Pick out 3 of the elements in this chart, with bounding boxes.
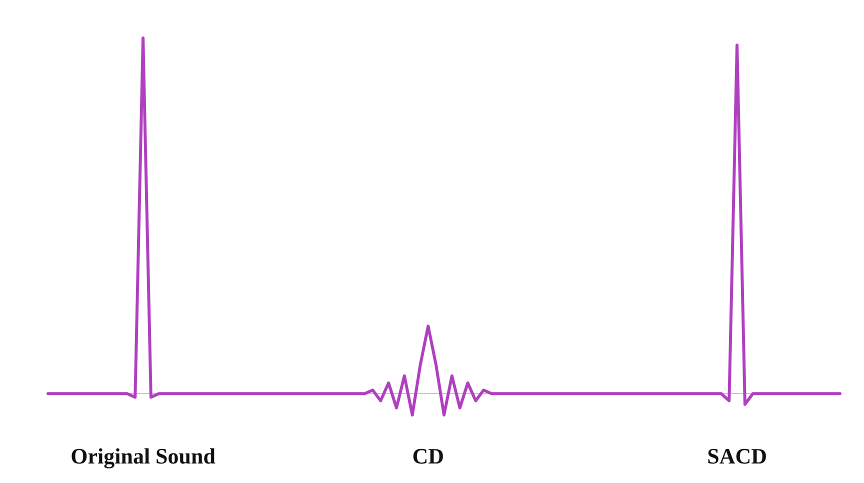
x-tick-label: SACD — [707, 444, 767, 468]
x-tick-label: Original Sound — [70, 444, 216, 468]
x-tick-label: CD — [412, 444, 444, 468]
